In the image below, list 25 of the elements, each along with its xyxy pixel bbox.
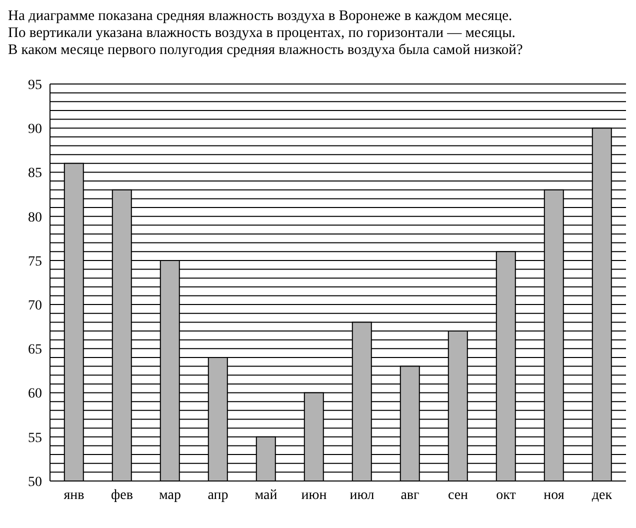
- x-tick-label: окт: [496, 488, 516, 503]
- y-tick-label: 55: [28, 430, 42, 446]
- y-tick-label: 95: [28, 78, 42, 93]
- y-tick-label: 70: [28, 298, 42, 314]
- x-tick-label: июл: [350, 488, 374, 503]
- y-tick-label: 65: [28, 342, 42, 358]
- x-tick-label: янв: [64, 488, 85, 503]
- y-tick-label: 90: [28, 122, 42, 138]
- x-tick-label: мар: [159, 488, 181, 503]
- x-tick-label: ноя: [544, 488, 565, 503]
- x-tick-label: июн: [301, 488, 328, 503]
- x-tick-label: авг: [400, 488, 420, 503]
- chart-subtitle: По вертикали указана влажность воздуха в процентах, по горизонтали — месяцы.: [8, 25, 516, 42]
- y-tick-label: 80: [28, 210, 42, 226]
- y-tick-label: 75: [28, 254, 42, 270]
- x-tick-label: дек: [592, 488, 612, 503]
- x-tick-label: май: [254, 488, 278, 503]
- x-tick-label: сен: [448, 488, 469, 503]
- x-tick-label: фев: [111, 488, 134, 503]
- y-tick-label: 60: [28, 386, 42, 402]
- x-tick-label: апр: [208, 488, 228, 503]
- chart-title: На диаграмме показана средняя влажность воздуха в Воронеже в каждом месяце.: [8, 8, 514, 25]
- y-tick-label: 85: [28, 166, 42, 182]
- y-tick-label: 50: [28, 474, 42, 490]
- text: В каком месяце первого полугодия средняя влажность воздуха была самой низкой?: [8, 42, 524, 59]
